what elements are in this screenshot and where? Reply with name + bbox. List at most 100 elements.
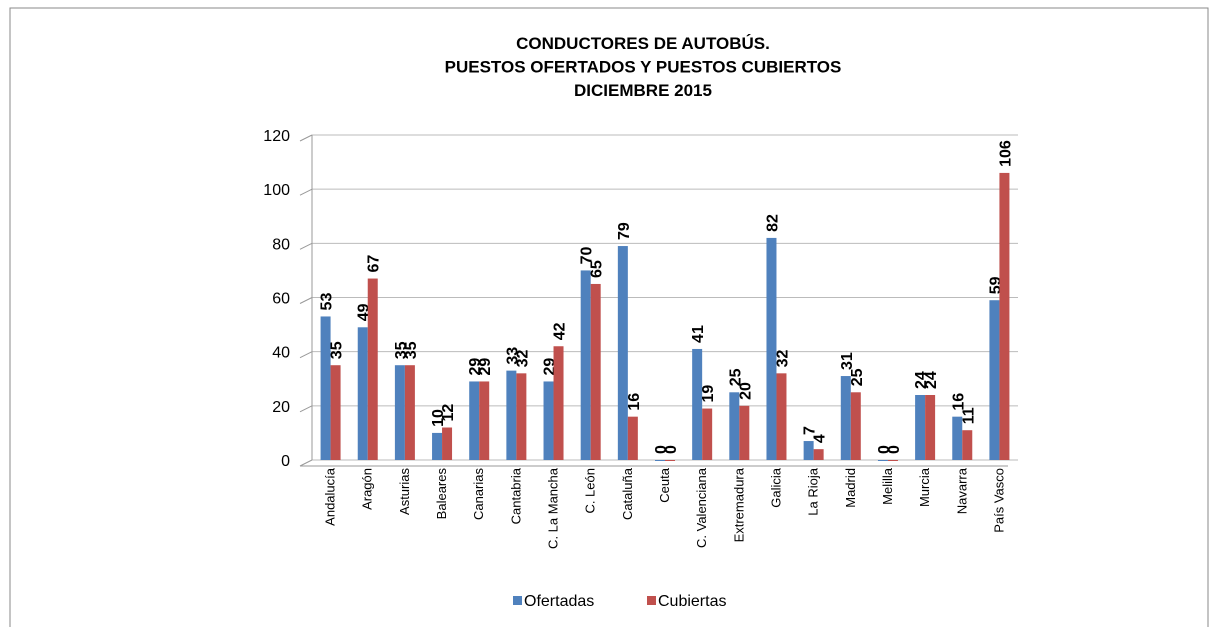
chart-title: PUESTOS OFERTADOS Y PUESTOS CUBIERTOS: [445, 58, 842, 77]
bar: [320, 316, 331, 460]
data-label: 70: [579, 247, 596, 265]
data-label: 42: [552, 322, 569, 340]
data-label: 20: [737, 382, 754, 400]
x-tick-label: Asturias: [397, 468, 412, 515]
bar: [729, 392, 740, 460]
data-label: 12: [440, 404, 457, 422]
y-tick: [299, 134, 313, 142]
bar: [776, 373, 787, 460]
x-tick-label: Cataluña: [620, 467, 635, 520]
chart-title: CONDUCTORES DE AUTOBÚS.: [516, 34, 770, 53]
x-tick-label: Madrid: [843, 468, 858, 508]
bar: [766, 237, 777, 460]
data-label: 25: [727, 368, 744, 386]
legend-label: Cubiertas: [658, 593, 726, 610]
data-label: 31: [839, 352, 856, 370]
x-tick-label: Aragón: [360, 468, 375, 510]
data-label: 32: [774, 349, 791, 367]
x-tick-label: La Rioja: [806, 467, 821, 515]
bar: [655, 460, 665, 461]
y-tick-label: 0: [281, 453, 290, 470]
x-tick-label: Navarra: [954, 467, 969, 514]
data-label: 35: [329, 341, 346, 359]
bar: [394, 365, 405, 460]
data-label: 11: [960, 407, 977, 424]
chart-frame: [9, 7, 1209, 632]
bar: [999, 172, 1010, 460]
y-tick: [299, 188, 313, 196]
data-label: 29: [477, 358, 494, 376]
legend-swatch: [513, 596, 522, 605]
y-tick: [299, 242, 313, 250]
bar: [803, 441, 814, 460]
data-label: 16: [950, 393, 967, 411]
bar: [840, 376, 851, 460]
y-tick: [299, 459, 313, 467]
bar: [442, 427, 453, 460]
y-tick-label: 80: [272, 236, 290, 253]
data-label: 53: [319, 293, 336, 311]
bar: [813, 449, 824, 460]
y-tick: [299, 297, 313, 304]
y-tick-label: 40: [272, 345, 290, 362]
data-label: 25: [849, 368, 866, 386]
data-label: 35: [393, 341, 410, 359]
bar: [553, 346, 564, 460]
bar: [739, 405, 750, 460]
y-tick-label: 60: [272, 291, 290, 308]
bar: [665, 460, 675, 461]
x-tick-label: C. La Mancha: [546, 467, 561, 549]
x-tick-label: Cantabria: [508, 467, 523, 524]
chart-title: DICIEMBRE 2015: [574, 81, 712, 100]
bar: [962, 430, 973, 460]
data-label: 0: [663, 445, 680, 454]
y-tick-label: 100: [263, 182, 290, 199]
data-label: 16: [626, 393, 643, 411]
data-label: 0: [653, 445, 670, 454]
bar: [404, 365, 415, 460]
data-label: 33: [504, 347, 521, 365]
bar: [506, 370, 517, 460]
bar: [617, 246, 628, 460]
x-tick-label: Melilla: [880, 467, 895, 505]
bar: [516, 373, 527, 460]
bar: [590, 283, 601, 460]
bar: [580, 270, 591, 460]
data-label: 106: [997, 140, 1014, 167]
bar: [887, 460, 898, 461]
data-label: 41: [690, 325, 707, 343]
bar: [469, 381, 480, 460]
bar: [432, 432, 443, 460]
bar: [627, 416, 638, 460]
bar: [479, 381, 490, 460]
data-label: 32: [514, 349, 531, 367]
data-label: 35: [403, 341, 420, 359]
x-tick-label: Andalucía: [323, 467, 338, 526]
data-label: 19: [700, 385, 717, 403]
x-tick-label: País Vasco: [991, 468, 1006, 533]
data-label: 67: [366, 255, 383, 273]
legend-swatch: [647, 596, 656, 605]
x-tick-label: C. León: [583, 468, 598, 514]
x-tick-label: Extremadura: [731, 467, 746, 542]
bar: [989, 300, 1000, 460]
bar: [915, 395, 926, 460]
y-tick: [299, 351, 313, 359]
legend-label: Ofertadas: [524, 593, 594, 610]
y-tick: [299, 405, 313, 413]
data-label: 7: [802, 426, 819, 435]
data-label: 24: [913, 371, 930, 389]
data-label: 82: [764, 214, 781, 232]
x-tick-label: Galicia: [768, 467, 783, 508]
x-tick-label: Murcia: [917, 467, 932, 507]
data-label: 29: [467, 358, 484, 376]
data-label: 4: [812, 434, 829, 443]
x-tick-label: Canarias: [471, 468, 486, 521]
bar: [367, 278, 378, 460]
bar: [330, 365, 341, 460]
bar: [877, 460, 888, 461]
data-label: 0: [886, 445, 903, 454]
x-tick-label: Baleares: [434, 468, 449, 520]
bar: [543, 381, 554, 460]
bar: [702, 408, 713, 460]
